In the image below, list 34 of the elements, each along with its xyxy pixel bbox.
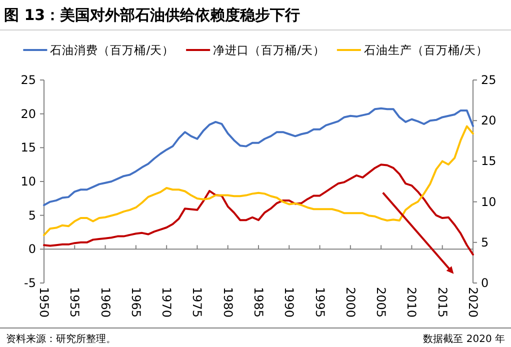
x-tick-label: 2000 xyxy=(343,287,358,318)
x-tick-label: 1990 xyxy=(282,287,296,318)
y-tick-label: 15 xyxy=(20,140,36,155)
chart-title: 图 13：美国对外部石油供给依赖度稳步下行 xyxy=(4,6,300,24)
y-tick-label: 0 xyxy=(28,242,36,256)
legend-label: 石油消费（百万桶/天） xyxy=(50,43,174,57)
y-tick-label: 20 xyxy=(20,106,36,121)
y2-tick-label: 20 xyxy=(481,114,496,128)
x-tick-label: 2015 xyxy=(435,287,450,318)
y2-tick-label: 0 xyxy=(481,276,489,290)
x-tick-label: 2005 xyxy=(374,287,388,318)
y-tick-label: 10 xyxy=(20,174,36,188)
x-tick-label: 1965 xyxy=(128,287,143,318)
legend-label: 净进口（百万桶/天） xyxy=(213,43,325,57)
x-tick-label: 1975 xyxy=(190,287,204,318)
y2-tick-label: 10 xyxy=(481,194,496,209)
x-tick-label: 2010 xyxy=(404,287,419,318)
x-tick-label: 1960 xyxy=(98,287,112,318)
y2-tick-label: 15 xyxy=(481,154,496,168)
x-tick-label: 2020 xyxy=(466,287,480,318)
x-tick-label: 1955 xyxy=(68,287,82,318)
x-tick-label: 1995 xyxy=(312,287,327,318)
y-tick-label: 5 xyxy=(28,208,36,222)
y2-tick-label: 25 xyxy=(481,73,496,87)
x-tick-label: 1950 xyxy=(37,287,51,318)
x-tick-label: 1970 xyxy=(160,287,174,318)
text: 数据截至 2020 年 xyxy=(423,333,505,345)
y-tick-label: -5 xyxy=(24,276,36,290)
text: 资料来源：研究所整理。 xyxy=(6,333,116,345)
x-tick-label: 1980 xyxy=(220,287,235,318)
x-tick-label: 1985 xyxy=(252,287,266,318)
y2-tick-label: 5 xyxy=(481,235,489,250)
legend-label: 石油生产（百万桶/天） xyxy=(364,43,488,57)
y-tick-label: 25 xyxy=(20,73,36,87)
